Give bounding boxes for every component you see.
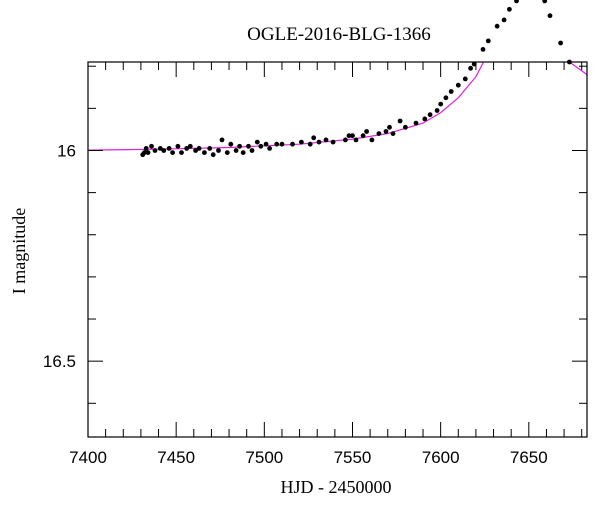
- data-point: [249, 148, 255, 153]
- data-point: [558, 40, 563, 46]
- data-point: [413, 120, 419, 126]
- data-point: [152, 148, 158, 153]
- data-point: [514, 0, 519, 4]
- data-point: [316, 139, 322, 145]
- y-axis-label: I magnitude: [9, 208, 29, 294]
- model-curve: [88, 62, 587, 151]
- data-point: [279, 141, 285, 147]
- axis-ticks: [87, 62, 587, 437]
- data-point: [448, 89, 454, 94]
- data-point: [501, 17, 507, 23]
- x-axis-label: HJD - 2450000: [281, 477, 392, 497]
- data-point: [330, 139, 336, 145]
- x-tick-label: 7450: [157, 448, 195, 467]
- plot-area: [88, 0, 587, 158]
- data-point: [166, 146, 172, 151]
- data-point: [216, 148, 221, 153]
- data-point: [507, 6, 512, 12]
- data-point: [254, 139, 260, 145]
- data-point: [149, 143, 154, 149]
- data-point: [143, 146, 149, 151]
- data-point: [219, 137, 225, 143]
- y-tick-label: 16: [57, 141, 76, 160]
- data-point: [179, 150, 184, 156]
- data-point: [485, 38, 491, 44]
- data-point: [157, 146, 163, 151]
- data-point: [267, 146, 272, 151]
- data-point: [383, 129, 389, 134]
- data-point: [240, 150, 246, 156]
- data-point: [403, 124, 408, 130]
- data-point: [263, 141, 269, 147]
- data-point: [468, 65, 473, 71]
- data-point: [360, 133, 366, 139]
- data-point: [187, 143, 193, 149]
- data-point: [274, 141, 280, 147]
- data-point: [142, 150, 147, 156]
- data-point: [438, 101, 444, 107]
- data-point: [233, 148, 239, 153]
- data-point: [343, 137, 348, 143]
- data-point: [422, 116, 428, 122]
- data-point: [390, 131, 396, 137]
- data-point: [145, 150, 151, 156]
- data-point: [542, 0, 548, 4]
- data-point: [323, 137, 329, 143]
- x-tick-label: 7500: [245, 448, 283, 467]
- data-point: [494, 23, 500, 29]
- data-point: [462, 76, 468, 82]
- data-point: [471, 61, 477, 67]
- data-point: [161, 148, 167, 153]
- data-point: [434, 108, 440, 113]
- x-tick-label: 7400: [69, 448, 107, 467]
- data-point: [237, 143, 243, 149]
- data-point: [376, 131, 382, 137]
- data-point: [307, 141, 313, 147]
- data-point: [443, 95, 449, 101]
- data-point: [397, 118, 403, 124]
- data-point: [350, 133, 355, 139]
- data-point: [547, 13, 553, 19]
- data-point: [364, 129, 369, 134]
- data-point: [299, 139, 304, 145]
- data-point: [210, 152, 216, 158]
- data-point: [175, 143, 181, 149]
- data-point: [193, 148, 199, 153]
- chart-title: OGLE-2016-BLG-1366: [247, 24, 431, 45]
- x-tick-label: 7550: [334, 448, 372, 467]
- data-point: [427, 112, 433, 118]
- data-point: [196, 146, 202, 151]
- data-point: [311, 135, 317, 141]
- data-point: [170, 150, 176, 156]
- data-point: [207, 146, 213, 151]
- plot-frame: [87, 61, 588, 438]
- data-point: [184, 146, 190, 151]
- data-point: [387, 124, 392, 130]
- data-point: [455, 82, 461, 88]
- axis-tick-labels: 74007450750075507600765015.51616.5: [43, 141, 548, 467]
- y-tick-label: 16.5: [43, 352, 76, 371]
- data-point: [258, 143, 264, 149]
- data-point: [228, 141, 234, 147]
- data-point: [353, 137, 359, 143]
- data-point: [480, 47, 486, 52]
- data-point: [246, 143, 251, 149]
- data-point: [202, 150, 207, 156]
- x-tick-label: 7650: [510, 448, 548, 467]
- data-point: [346, 133, 352, 139]
- data-point: [224, 150, 230, 156]
- data-point: [290, 141, 295, 147]
- x-tick-label: 7600: [422, 448, 460, 467]
- data-point: [369, 137, 375, 143]
